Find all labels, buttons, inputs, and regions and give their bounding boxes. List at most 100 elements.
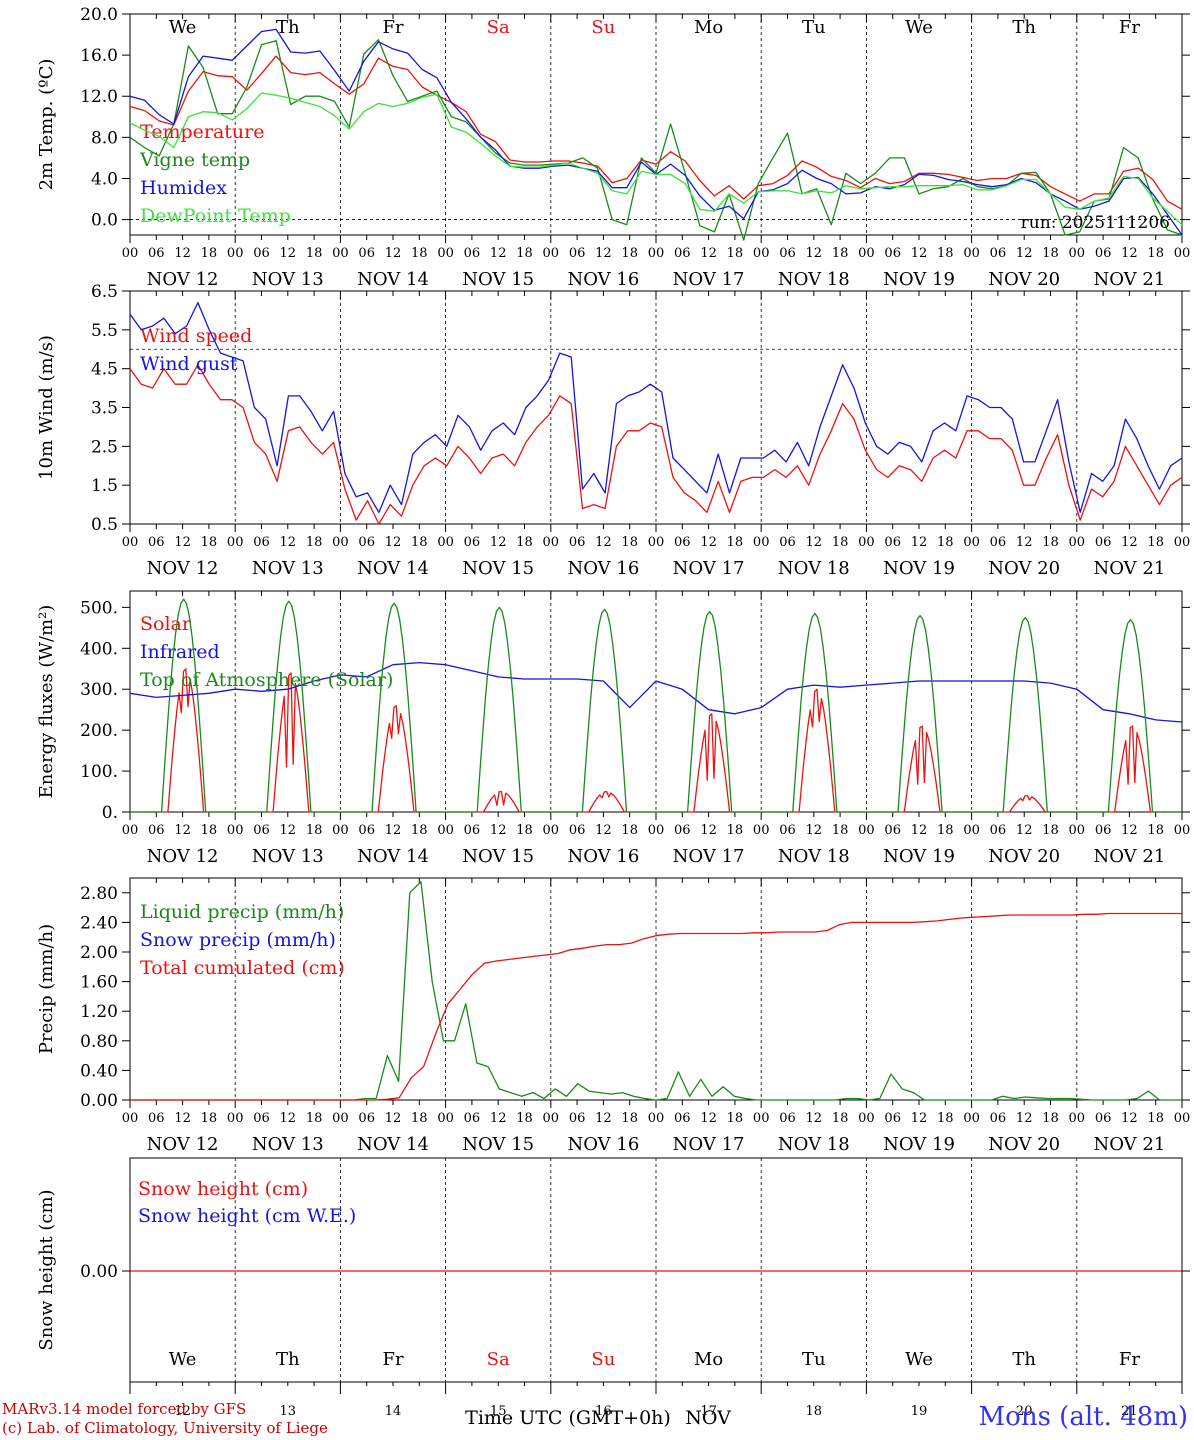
- hour-label: 00: [753, 1111, 770, 1126]
- date-label: NOV 12: [147, 1134, 219, 1155]
- date-label: NOV 15: [462, 846, 534, 867]
- hour-label: 00: [1174, 246, 1191, 261]
- hour-label: 00: [332, 246, 349, 261]
- hour-label: 06: [464, 1111, 481, 1126]
- hour-label: 12: [1016, 823, 1033, 838]
- weekday-label: Th: [276, 17, 300, 38]
- hour-label: 06: [253, 535, 270, 550]
- hour-label: 12: [911, 246, 928, 261]
- hour-label: 06: [253, 1111, 270, 1126]
- weekday-label: Fr: [382, 1349, 403, 1370]
- hour-label: 00: [963, 535, 980, 550]
- hour-label: 18: [306, 535, 323, 550]
- hour-label: 18: [306, 246, 323, 261]
- hour-label: 18: [1042, 1111, 1059, 1126]
- hour-label: 06: [779, 246, 796, 261]
- hour-label: 06: [569, 1111, 586, 1126]
- hour-label: 06: [148, 246, 165, 261]
- series-line-wind-0: [129, 364, 1183, 525]
- day-number-label: 13: [280, 1404, 297, 1419]
- legend-entry-temp: DewPoint Temp: [140, 205, 291, 227]
- hour-label: 18: [727, 1111, 744, 1126]
- series-line-precip-2: [130, 912, 1182, 1101]
- hour-label: 18: [411, 1111, 428, 1126]
- hour-label: 00: [543, 535, 560, 550]
- y-tick-label: 1.20: [80, 1002, 118, 1022]
- hour-label: 18: [1042, 246, 1059, 261]
- hour-label: 06: [884, 535, 901, 550]
- hour-label: 12: [490, 246, 507, 261]
- hour-label: 12: [595, 1111, 612, 1126]
- y-tick-label: 100.: [80, 762, 118, 782]
- hour-label: 12: [280, 246, 297, 261]
- hour-label: 00: [648, 1111, 665, 1126]
- hour-label: 12: [1016, 535, 1033, 550]
- hour-label: 00: [227, 823, 244, 838]
- legend-entry-wind: Wind gust: [140, 353, 238, 375]
- hour-label: 18: [516, 1111, 533, 1126]
- hour-label: 00: [1069, 823, 1086, 838]
- hour-label: 18: [727, 535, 744, 550]
- weekday-label: Sa: [487, 1349, 510, 1370]
- y-tick-label: 0.0: [91, 211, 118, 231]
- hour-label: 12: [174, 823, 191, 838]
- hour-label: 00: [122, 535, 139, 550]
- weekday-label: Th: [1012, 17, 1036, 38]
- hour-label: 06: [1095, 246, 1112, 261]
- y-tick-label: 0.5: [91, 515, 118, 535]
- date-label: NOV 14: [357, 846, 429, 867]
- date-label: NOV 20: [988, 558, 1060, 579]
- hour-label: 00: [543, 1111, 560, 1126]
- hour-label: 00: [437, 823, 454, 838]
- date-label: NOV 20: [988, 846, 1060, 867]
- y-axis-label-energy: Energy fluxes (W/m²): [36, 605, 57, 799]
- hour-label: 18: [832, 246, 849, 261]
- hour-label: 00: [332, 1111, 349, 1126]
- hour-label: 00: [858, 1111, 875, 1126]
- hour-label: 18: [201, 1111, 218, 1126]
- date-label: NOV 14: [357, 1134, 429, 1155]
- hour-label: 18: [937, 823, 954, 838]
- hour-label: 00: [1069, 1111, 1086, 1126]
- hour-label: 06: [990, 246, 1007, 261]
- hour-label: 12: [806, 535, 823, 550]
- date-label: NOV 18: [778, 269, 850, 290]
- hour-label: 06: [884, 1111, 901, 1126]
- date-label: NOV 17: [673, 558, 745, 579]
- series-line-energy-1: [129, 661, 1183, 723]
- hour-label: 06: [148, 1111, 165, 1126]
- date-label: NOV 17: [673, 1134, 745, 1155]
- hour-label: 06: [884, 246, 901, 261]
- hour-label: 18: [621, 246, 638, 261]
- legend-entry-snow: Snow height (cm): [138, 1178, 308, 1200]
- y-tick-label: 500.: [80, 598, 118, 618]
- weekday-label: Mo: [694, 1349, 723, 1370]
- hour-label: 12: [911, 1111, 928, 1126]
- weekday-label: We: [905, 17, 933, 38]
- hour-label: 06: [1095, 823, 1112, 838]
- hour-label: 06: [569, 246, 586, 261]
- hour-label: 12: [911, 823, 928, 838]
- date-label: NOV 21: [1093, 269, 1165, 290]
- hour-label: 18: [832, 535, 849, 550]
- legend-entry-wind: Wind speed: [140, 325, 252, 347]
- hour-label: 12: [1121, 246, 1138, 261]
- hour-label: 18: [306, 1111, 323, 1126]
- hour-label: 00: [122, 246, 139, 261]
- weekday-label: We: [169, 17, 197, 38]
- hour-label: 00: [858, 535, 875, 550]
- hour-label: 12: [385, 246, 402, 261]
- hour-label: 18: [937, 535, 954, 550]
- hour-label: 06: [674, 1111, 691, 1126]
- date-label: NOV 14: [357, 558, 429, 579]
- hour-label: 06: [884, 823, 901, 838]
- y-tick-label: 0.: [102, 803, 118, 823]
- hour-label: 00: [648, 535, 665, 550]
- date-label: NOV 13: [252, 846, 324, 867]
- legend-entry-precip: Liquid precip (mm/h): [140, 901, 344, 923]
- hour-label: 18: [832, 1111, 849, 1126]
- y-tick-label: 300.: [80, 680, 118, 700]
- hour-label: 18: [1042, 823, 1059, 838]
- hour-label: 00: [858, 246, 875, 261]
